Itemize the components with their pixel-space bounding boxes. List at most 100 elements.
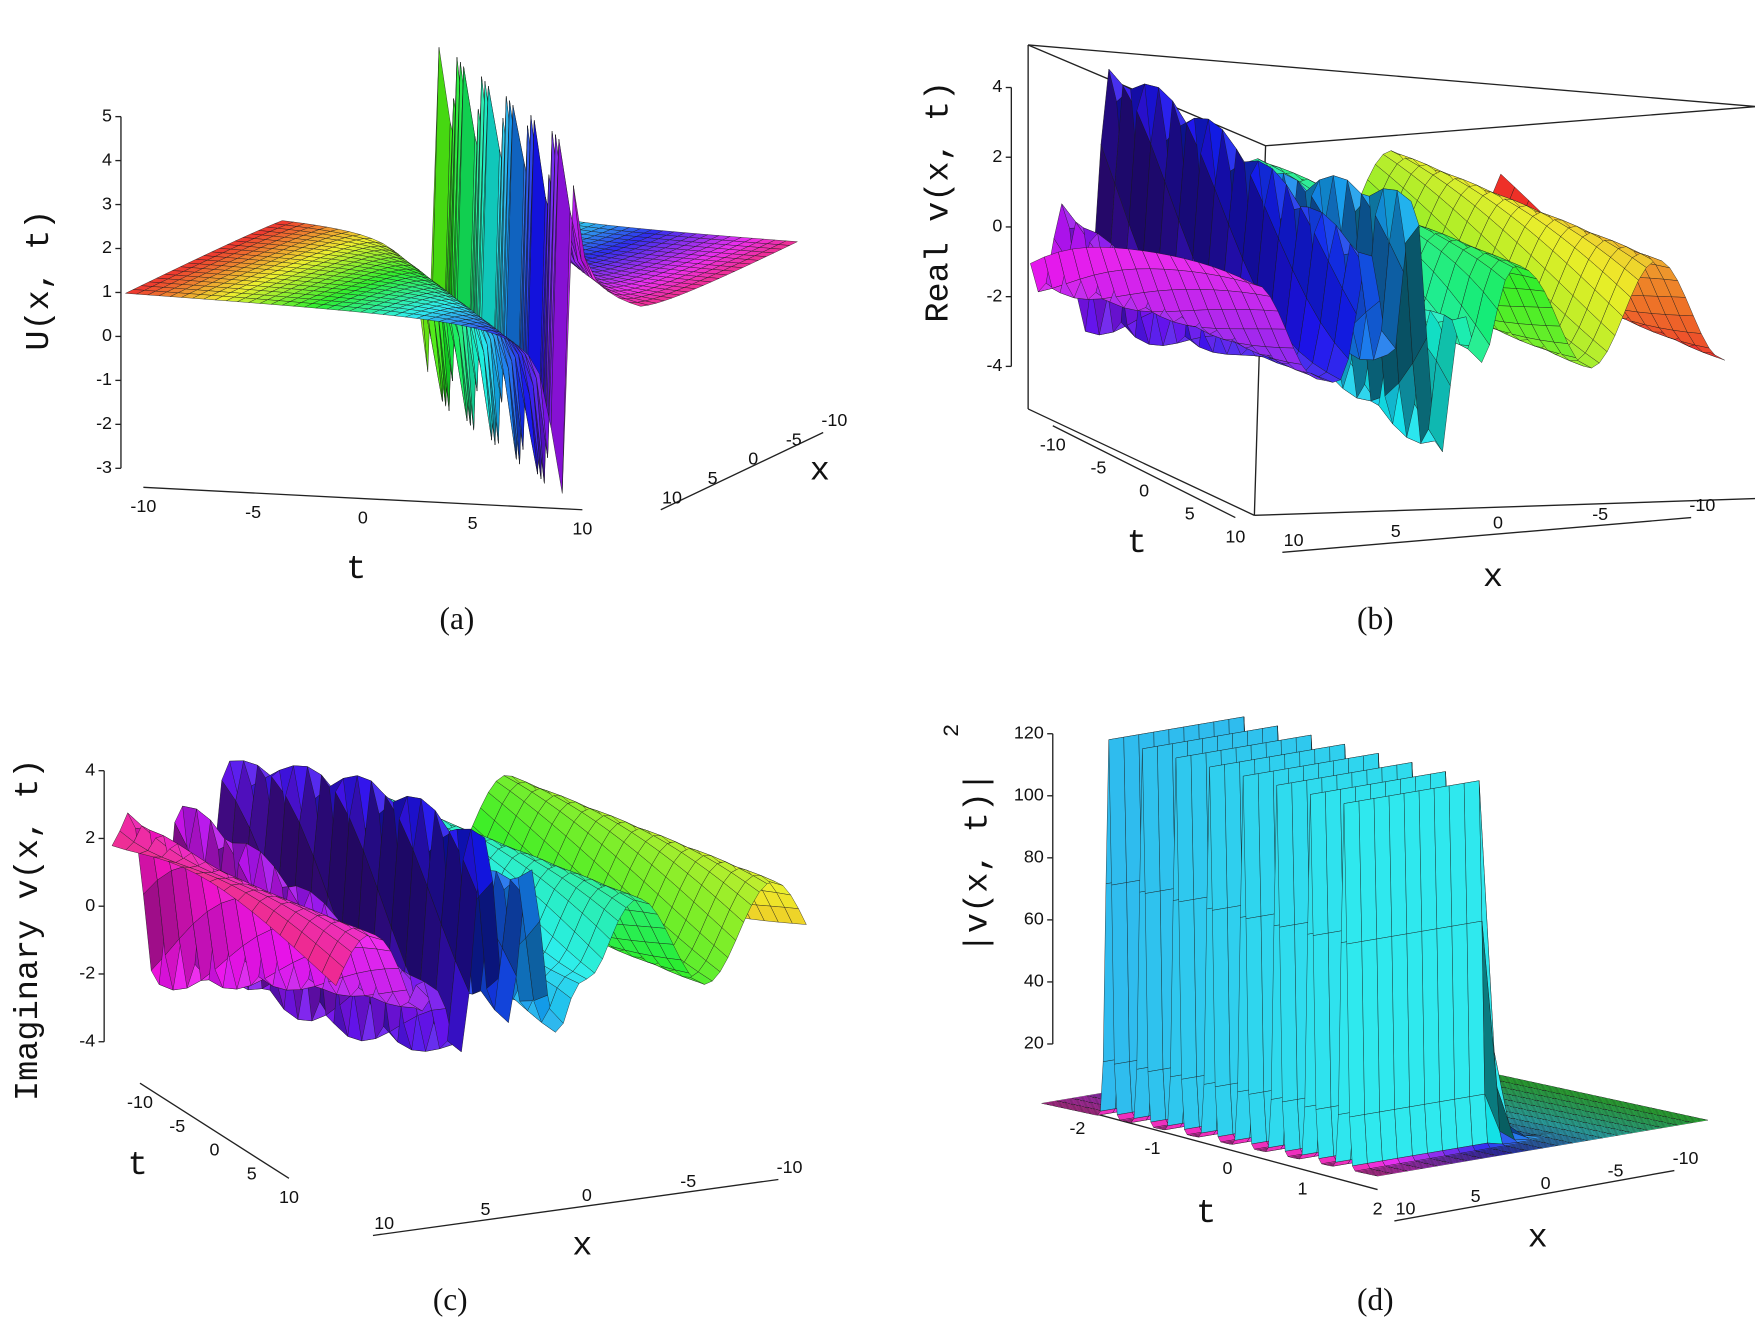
x-tick-label: 0 [748, 449, 758, 469]
z-tick-label: 1 [102, 281, 112, 301]
x-tick-label: 5 [708, 468, 718, 488]
x-tick-label: 10 [662, 487, 682, 507]
z-axis-label: Real v(x, t) [920, 81, 958, 323]
z-tick-label: 5 [102, 105, 112, 125]
z-tick-label: 0 [85, 895, 95, 915]
t-axis [143, 486, 583, 511]
x-tick-label: -5 [1592, 504, 1608, 524]
t-tick-label: 0 [358, 507, 368, 527]
z-tick-label: 4 [102, 149, 112, 169]
surface-patch [1214, 1084, 1234, 1137]
x-tick-label: 5 [1391, 521, 1401, 541]
box-edge [1027, 408, 1255, 516]
surface [111, 760, 807, 1053]
x-axis [372, 1178, 779, 1237]
z-tick-label: 4 [992, 76, 1002, 96]
surface-patch [1245, 915, 1264, 1095]
surface-patch [629, 302, 649, 307]
x-axis-label: x [1483, 559, 1503, 597]
surface-patch [1209, 764, 1228, 911]
z-axis-label: U(x, t) [21, 210, 59, 351]
z-tick-label: 4 [85, 759, 95, 779]
surface-patch [1248, 1091, 1267, 1145]
z-tick-label: -2 [986, 285, 1002, 305]
x-axis [1282, 516, 1692, 553]
z-tick-label: -4 [79, 1030, 95, 1050]
t-tick-label: 5 [247, 1163, 257, 1183]
surface-patch [1702, 352, 1725, 361]
panel: 4 2 0 -2 -4 -10 -5 0 5 10 10 5 0 -5 -10 Real v(x, t) t x (… [920, 44, 1755, 636]
x-tick-label: -10 [821, 410, 847, 430]
x-axis-label: x [810, 452, 830, 490]
t-tick-label: 0 [209, 1140, 219, 1160]
surface [124, 47, 799, 494]
z-tick-label: 2 [992, 146, 1002, 166]
t-tick-label: -5 [1090, 458, 1106, 478]
t-axis-label: t [346, 551, 366, 589]
t-tick-label: 5 [1185, 504, 1195, 524]
x-tick-label: 10 [1284, 530, 1304, 550]
x-tick-label: 0 [1493, 512, 1503, 532]
t-axis [139, 1082, 290, 1179]
surface-patch [1175, 755, 1194, 903]
t-tick-label: 10 [279, 1187, 299, 1207]
x-tick-label: 0 [582, 1185, 592, 1205]
t-tick-label: 5 [468, 513, 478, 533]
surface-patch [1181, 1076, 1200, 1130]
x-tick-label: 5 [481, 1199, 491, 1219]
surface-patch [1108, 736, 1127, 886]
surface-patch [1242, 773, 1262, 919]
panel-caption: (b) [1357, 601, 1394, 636]
surface-patch [1111, 882, 1130, 1065]
x-axis-label: x [572, 1227, 592, 1265]
t-axis-label: t [1127, 525, 1147, 563]
z-tick-label: 2 [102, 237, 112, 257]
t-tick-label: -5 [169, 1116, 185, 1136]
z-tick-label: -1 [96, 369, 112, 389]
z-tick-label: -3 [96, 457, 112, 477]
surface-patch [1224, 761, 1243, 909]
t-axis-label: t [128, 1147, 148, 1185]
x-tick-label: 10 [374, 1213, 394, 1233]
z-axis-label: Imaginary v(x, t) [10, 758, 48, 1101]
t-tick-label: -10 [127, 1092, 153, 1112]
surface-patch [1123, 734, 1142, 883]
surface-patch [1279, 924, 1298, 1103]
surface-patch [1178, 899, 1197, 1080]
x-tick-label: -10 [1689, 495, 1715, 515]
t-tick-label: 10 [1225, 526, 1245, 546]
surface-patch [1142, 746, 1161, 894]
surface-patch [1291, 779, 1310, 925]
z-tick-label: -2 [96, 413, 112, 433]
surface-patch [1144, 890, 1164, 1072]
t-tick-label: -10 [1040, 435, 1066, 455]
t-tick-label: 0 [1139, 481, 1149, 501]
x-tick-label: -5 [680, 1171, 696, 1191]
z-tick-label: 0 [992, 216, 1002, 236]
x-tick-label: -10 [777, 1157, 803, 1177]
z-tick-label: 0 [102, 325, 112, 345]
box-edge [1254, 497, 1755, 517]
panel: 4 2 0 -2 -4 -10 -5 0 5 10 10 5 0 -5 -10 Imaginary v(x, … [10, 758, 807, 1317]
surface-patch [1147, 1068, 1166, 1123]
surface [1041, 716, 1709, 1177]
x-axis [660, 431, 824, 511]
surface-patch [1190, 752, 1210, 900]
t-tick-label: -10 [130, 496, 156, 516]
t-tick-label: 10 [572, 519, 592, 539]
x-tick-label: -5 [786, 429, 802, 449]
z-tick-label: 2 [85, 827, 95, 847]
panel-caption: (c) [433, 1282, 468, 1317]
panel-caption: (a) [440, 601, 475, 636]
surface-patch [1114, 1061, 1133, 1116]
t-tick-label: -5 [245, 502, 261, 522]
box-edge [1028, 44, 1755, 108]
x-axis [1394, 1169, 1675, 1222]
surface-patch [1157, 743, 1176, 892]
z-tick-label: -4 [986, 355, 1002, 375]
t-axis [1052, 425, 1236, 519]
z-tick-label: -2 [79, 963, 95, 983]
